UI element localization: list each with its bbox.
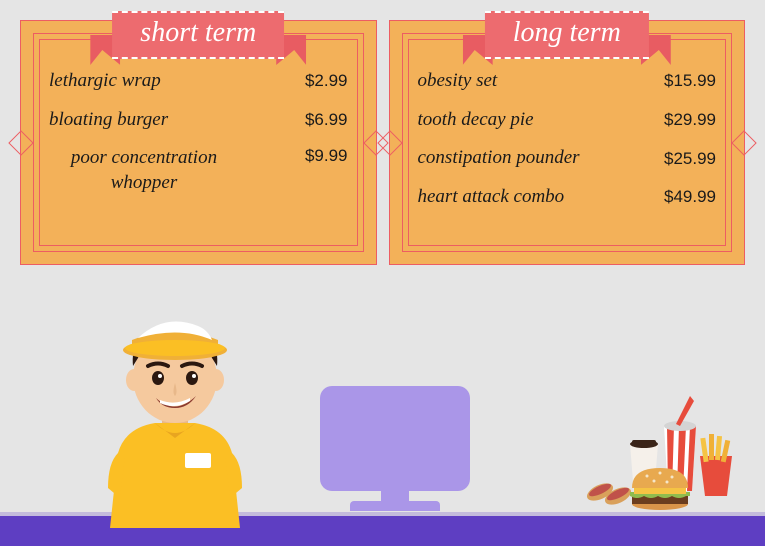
item-name: tooth decay pie [418,108,534,133]
item-name: constipation pounder [418,146,580,171]
menu-boards: short term lethargic wrap $2.99 bloating… [0,0,765,265]
food-illustration [582,396,747,516]
food-icon [582,396,747,516]
item-price: $6.99 [305,110,348,130]
pos-monitor [310,386,480,516]
cashier-icon [90,288,260,528]
item-price: $49.99 [664,187,716,207]
menu-row: tooth decay pie $29.99 [418,108,717,133]
ribbon-long-term: long term [485,11,649,59]
menu-board-long-term: long term obesity set $15.99 tooth decay… [389,20,746,265]
item-price: $15.99 [664,71,716,91]
monitor-screen [320,386,470,491]
menu-row: bloating burger $6.99 [49,108,348,133]
item-name: poor concentration whopper [49,146,239,195]
item-name: lethargic wrap [49,69,161,94]
menu-row: lethargic wrap $2.99 [49,69,348,94]
item-name: obesity set [418,69,498,94]
ribbon-short-term: short term [112,11,284,59]
menu-row: obesity set $15.99 [418,69,717,94]
board-title: long term [485,11,649,59]
menu-row: poor concentration whopper $9.99 [49,146,348,195]
monitor-stand [381,489,409,501]
item-price: $9.99 [305,146,348,166]
item-name: bloating burger [49,108,168,133]
item-price: $25.99 [664,149,716,169]
board-title: short term [112,11,284,59]
menu-row: constipation pounder $25.99 [418,146,717,171]
cashier-illustration [90,288,260,528]
item-price: $29.99 [664,110,716,130]
monitor-base [350,501,440,511]
item-price: $2.99 [305,71,348,91]
item-name: heart attack combo [418,185,565,210]
menu-board-short-term: short term lethargic wrap $2.99 bloating… [20,20,377,265]
menu-row: heart attack combo $49.99 [418,185,717,210]
